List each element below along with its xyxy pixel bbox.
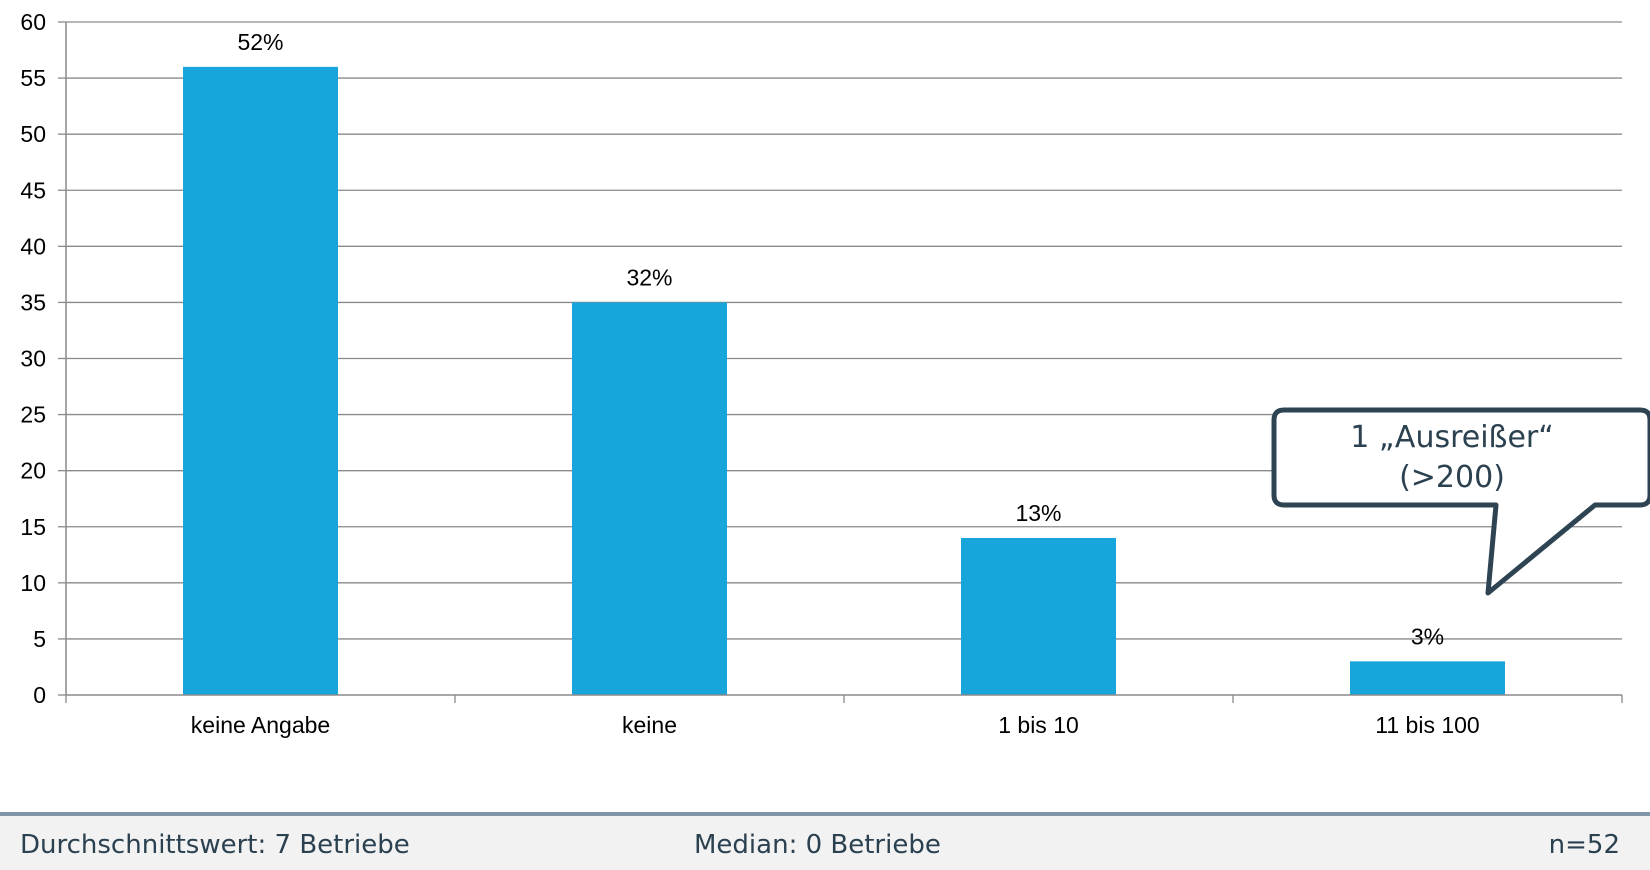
outlier-callout: 1 „Ausreißer“ (>200): [1271, 407, 1650, 596]
x-tick-label: keine Angabe: [191, 712, 330, 738]
x-tick-label: keine: [622, 712, 677, 738]
bar: [961, 537, 1116, 695]
bar: [183, 66, 338, 695]
callout-bubble: [1271, 407, 1650, 596]
y-tick-label: 60: [20, 9, 46, 35]
y-tick-label: 10: [20, 570, 46, 596]
average-value: Durchschnittswert: 7 Betriebe: [20, 830, 410, 860]
callout-line-1: 1 „Ausreißer“: [1350, 420, 1554, 455]
data-label: 3%: [1411, 623, 1444, 649]
data-label: 13%: [1015, 500, 1061, 526]
bar: [572, 302, 727, 695]
callout-line-2: (>200): [1399, 460, 1505, 495]
y-tick-label: 40: [20, 233, 46, 259]
y-tick-label: 50: [20, 121, 46, 147]
y-tick-label: 30: [20, 346, 46, 372]
data-label: 32%: [626, 264, 672, 290]
y-tick-label: 45: [20, 177, 46, 203]
data-labels: 52% 32% 13% 3%: [237, 29, 1444, 649]
bars: [183, 66, 1505, 695]
y-tick-label: 15: [20, 514, 46, 540]
median-value: Median: 0 Betriebe: [694, 830, 941, 860]
data-label: 52%: [237, 29, 283, 55]
axes: [65, 22, 1622, 696]
summary-footer: Durchschnittswert: 7 Betriebe Median: 0 …: [0, 812, 1650, 870]
x-tick-label: 1 bis 10: [998, 712, 1079, 738]
y-tick-label: 5: [33, 626, 46, 652]
y-tick-label: 35: [20, 289, 46, 315]
y-axis-ticks: 0 5 10 15 20 25 30 35 40 45 50 55 60: [20, 9, 66, 708]
y-tick-label: 55: [20, 65, 46, 91]
bar: [1350, 661, 1505, 695]
y-tick-label: 25: [20, 402, 46, 428]
y-tick-label: 20: [20, 458, 46, 484]
sample-size: n=52: [1548, 830, 1620, 860]
x-tick-label: 11 bis 100: [1375, 712, 1479, 738]
y-tick-label: 0: [33, 682, 46, 708]
bar-chart: 0 5 10 15 20 25 30 35 40 45 50 55 60 52% 32% 13% 3% kei…: [20, 9, 1650, 738]
x-axis-ticks: keine Angabe keine 1 bis 10 11 bis 100: [65, 695, 1623, 738]
